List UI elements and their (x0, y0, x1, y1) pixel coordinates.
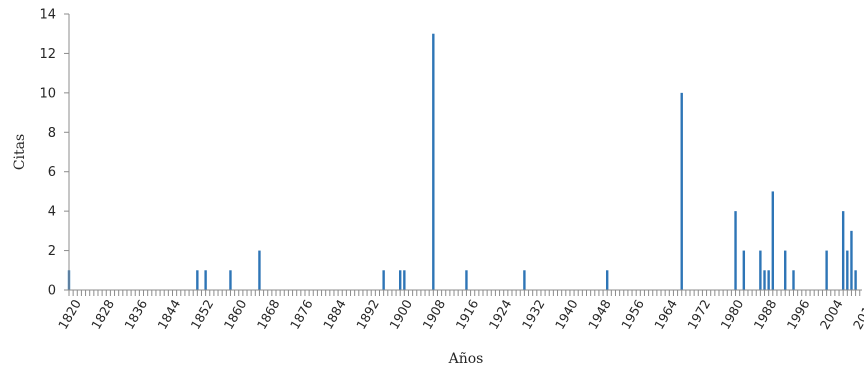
bar-1987 (759, 250, 762, 290)
y-tick-label: 6 (48, 165, 56, 180)
x-tick-label: 1980 (717, 297, 746, 332)
bar-1968 (680, 92, 683, 290)
bar-2010 (854, 270, 857, 290)
x-ticks-layer: 1820 1828 1836 1844 1852 1860 1868 1876 1884 1892… (55, 290, 864, 332)
bar-1901 (403, 270, 406, 290)
x-tick-label: 1876 (287, 297, 316, 332)
x-tick-label: 1868 (254, 297, 283, 332)
x-tick-label: 1940 (552, 297, 581, 332)
y-tick-label: 4 (48, 205, 56, 220)
x-tick-label: 1860 (221, 297, 250, 332)
x-tick-label: 1972 (684, 297, 713, 332)
x-tick-label: 1908 (419, 297, 448, 332)
x-tick-label: 1884 (320, 297, 349, 332)
x-tick-label: 1820 (55, 297, 84, 332)
x-tick-label: 1916 (452, 297, 481, 332)
x-tick-label: 1956 (618, 297, 647, 332)
bar-1896 (382, 270, 385, 290)
x-tick-label: 1996 (784, 297, 813, 332)
bar-1990 (771, 191, 774, 290)
y-tick-label: 0 (48, 284, 56, 299)
x-tick-label: 1828 (88, 297, 117, 332)
bars-layer (67, 33, 857, 290)
bar-1988 (763, 270, 766, 290)
bar-1993 (784, 250, 787, 290)
bar-2009 (850, 230, 853, 290)
bar-1916 (465, 270, 468, 290)
x-tick-label: 2012 (850, 297, 864, 332)
bar-1930 (523, 270, 526, 290)
y-ticks-layer: 0 2 4 6 8 10 12 14 (39, 8, 69, 299)
bar-1995 (792, 270, 795, 290)
x-tick-label: 1900 (386, 297, 415, 332)
y-axis-title: Citas (12, 134, 28, 170)
bar-1866 (258, 250, 261, 290)
x-tick-label: 1844 (154, 297, 183, 332)
y-tick-label: 14 (39, 8, 56, 23)
bar-1983 (742, 250, 746, 290)
bar-2007 (841, 211, 845, 290)
bar-1853 (204, 270, 207, 290)
x-tick-label: 1852 (187, 297, 216, 332)
y-tick-label: 2 (48, 244, 56, 259)
bar-1851 (196, 270, 199, 290)
bar-2003 (825, 250, 828, 290)
x-axis-title: Años (448, 351, 484, 367)
bar-1900 (399, 270, 402, 290)
bar-1859 (229, 270, 232, 290)
y-tick-label: 12 (39, 47, 56, 62)
x-tick-label: 1964 (651, 297, 680, 332)
y-tick-label: 8 (48, 126, 56, 141)
x-tick-label: 1924 (486, 297, 515, 332)
bar-1908 (432, 33, 435, 290)
bar-1989 (767, 270, 770, 290)
x-tick-label: 2004 (817, 297, 846, 332)
x-tick-label: 1948 (585, 297, 614, 332)
x-tick-label: 1932 (519, 297, 548, 332)
x-tick-label: 1836 (121, 297, 150, 332)
y-tick-label: 10 (39, 86, 56, 101)
x-tick-label: 1988 (751, 297, 780, 332)
x-tick-label: 1892 (353, 297, 382, 332)
bar-1950 (606, 270, 609, 290)
bar-2008 (846, 250, 849, 290)
bar-1981 (734, 211, 737, 290)
